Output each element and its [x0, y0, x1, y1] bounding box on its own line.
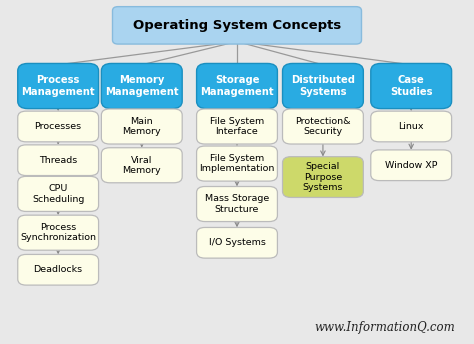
FancyBboxPatch shape: [197, 186, 277, 222]
Text: File System
Implementation: File System Implementation: [199, 154, 275, 173]
FancyBboxPatch shape: [18, 63, 99, 109]
FancyBboxPatch shape: [371, 63, 452, 109]
FancyBboxPatch shape: [101, 109, 182, 144]
Text: Memory
Management: Memory Management: [105, 75, 179, 97]
Text: Viral
Memory: Viral Memory: [122, 155, 161, 175]
FancyBboxPatch shape: [101, 148, 182, 183]
FancyBboxPatch shape: [18, 111, 99, 142]
FancyBboxPatch shape: [283, 157, 364, 197]
FancyBboxPatch shape: [197, 227, 277, 258]
FancyBboxPatch shape: [18, 176, 99, 212]
FancyBboxPatch shape: [18, 255, 99, 285]
Text: Distributed
Systems: Distributed Systems: [291, 75, 355, 97]
FancyBboxPatch shape: [112, 7, 362, 44]
FancyBboxPatch shape: [197, 146, 277, 181]
FancyBboxPatch shape: [371, 150, 452, 181]
Text: Mass Storage
Structure: Mass Storage Structure: [205, 194, 269, 214]
Text: CPU
Scheduling: CPU Scheduling: [32, 184, 84, 204]
Text: Storage
Management: Storage Management: [200, 75, 274, 97]
FancyBboxPatch shape: [101, 63, 182, 109]
FancyBboxPatch shape: [371, 111, 452, 142]
Text: Main
Memory: Main Memory: [122, 117, 161, 136]
Text: Threads: Threads: [39, 156, 77, 165]
FancyBboxPatch shape: [197, 109, 277, 144]
FancyBboxPatch shape: [283, 109, 364, 144]
FancyBboxPatch shape: [197, 63, 277, 109]
Text: Processes: Processes: [35, 122, 82, 131]
Text: Case
Studies: Case Studies: [390, 75, 432, 97]
Text: Window XP: Window XP: [385, 161, 438, 170]
Text: Linux: Linux: [399, 122, 424, 131]
Text: I/O Systems: I/O Systems: [209, 238, 265, 247]
Text: Process
Synchronization: Process Synchronization: [20, 223, 96, 243]
Text: www.InformationQ.com: www.InformationQ.com: [315, 321, 456, 334]
Text: File System
Interface: File System Interface: [210, 117, 264, 136]
FancyBboxPatch shape: [18, 145, 99, 175]
Text: Deadlocks: Deadlocks: [34, 265, 83, 274]
Text: Protection&
Security: Protection& Security: [295, 117, 351, 136]
FancyBboxPatch shape: [18, 215, 99, 250]
FancyBboxPatch shape: [283, 63, 364, 109]
Text: Process
Management: Process Management: [21, 75, 95, 97]
Text: Special
Purpose
Systems: Special Purpose Systems: [303, 162, 343, 192]
Text: Operating System Concepts: Operating System Concepts: [133, 19, 341, 32]
